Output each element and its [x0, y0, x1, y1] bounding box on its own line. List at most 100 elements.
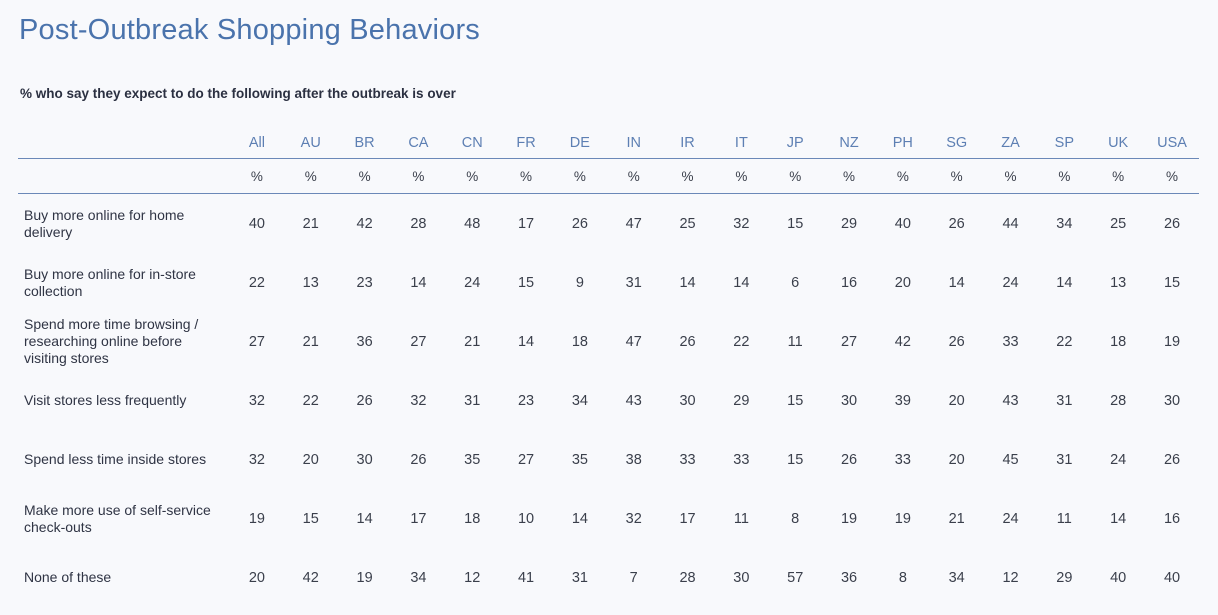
value-cell-sp: 22 [1056, 333, 1073, 350]
value-cell-au: 20 [302, 451, 319, 468]
row-label: None of these [24, 569, 112, 585]
value-cell-br: 36 [356, 333, 373, 350]
table-row: Visit stores less frequently 32 22 26 32 31 23… [18, 371, 1199, 430]
value-cell-it: 11 [733, 510, 749, 527]
value-cell-de: 9 [575, 274, 584, 291]
value-cell-cn: 18 [464, 510, 481, 527]
row-label-cell: Make more use of self-service check-outs [18, 489, 230, 548]
row-label: Buy more online for in-store collection [24, 265, 196, 299]
column-header-ph: PH [875, 128, 930, 159]
unit-label: % [1091, 158, 1146, 194]
column-header-in: IN [606, 128, 661, 159]
value-cell-fr: 10 [517, 510, 535, 527]
value-cell-br: 42 [356, 215, 373, 232]
column-header-cn: CN [445, 128, 500, 159]
row-label-cell: Buy more online for in-store collection [18, 253, 230, 312]
column-header-ir: IR [660, 128, 715, 159]
value-cell-ir: 17 [679, 510, 696, 527]
column-header-br: BR [337, 128, 392, 159]
value-cell-au: 21 [302, 333, 319, 350]
value-cell-in: 38 [625, 451, 642, 468]
value-cell-uk: 13 [1110, 274, 1127, 291]
value-cell-nz: 30 [840, 392, 858, 409]
column-header-usa: USA [1145, 128, 1199, 159]
column-header-ca: CA [391, 128, 446, 159]
unit-label: % [1145, 158, 1199, 194]
value-cell-fr: 23 [517, 392, 535, 409]
value-cell-uk: 28 [1110, 392, 1127, 409]
value-cell-br: 19 [356, 569, 373, 586]
value-cell-ca: 34 [410, 569, 427, 586]
value-cell-uk: 24 [1110, 451, 1127, 468]
value-cell-sp: 11 [1056, 510, 1072, 527]
value-cell-jp: 15 [787, 392, 804, 409]
value-cell-all: 19 [248, 510, 265, 527]
value-cell-ph: 40 [894, 215, 911, 232]
value-cell-jp: 11 [787, 333, 803, 350]
value-cell-sg: 20 [948, 451, 965, 468]
value-cell-de: 26 [571, 215, 588, 232]
value-cell-jp: 15 [787, 451, 804, 468]
value-cell-za: 45 [1002, 451, 1019, 468]
value-cell-all: 20 [248, 569, 265, 586]
column-header-row: All AU BR CA CN FR DE IN IR IT JP NZ PH SG ZA SP UK USA [18, 128, 1199, 159]
value-cell-za: 44 [1002, 215, 1019, 232]
value-cell-cn: 24 [464, 274, 481, 291]
value-cell-fr: 27 [517, 451, 535, 468]
value-cell-nz: 36 [840, 569, 858, 586]
value-cell-jp: 57 [787, 569, 804, 586]
value-cell-ca: 27 [410, 333, 427, 350]
value-cell-all: 32 [248, 451, 265, 468]
value-cell-in: 47 [625, 215, 642, 232]
value-cell-za: 24 [1002, 274, 1019, 291]
value-cell-fr: 14 [517, 333, 535, 350]
unit-blank-cell [18, 158, 230, 194]
value-cell-it: 29 [733, 392, 750, 409]
value-cell-fr: 15 [517, 274, 535, 291]
data-table-container: All AU BR CA CN FR DE IN IR IT JP NZ PH SG ZA SP UK USA %… [18, 128, 1199, 607]
value-cell-it: 30 [733, 569, 750, 586]
value-cell-all: 32 [248, 392, 265, 409]
value-cell-de: 18 [571, 333, 588, 350]
unit-label: % [822, 158, 876, 194]
value-cell-cn: 21 [464, 333, 481, 350]
row-label: Spend more time browsing / researching o… [24, 316, 199, 366]
column-header-de: DE [552, 128, 607, 159]
value-cell-au: 42 [302, 569, 319, 586]
value-cell-ph: 39 [894, 392, 911, 409]
value-cell-it: 14 [733, 274, 750, 291]
column-header-all: All [230, 128, 284, 159]
unit-label: % [391, 158, 446, 194]
value-cell-au: 15 [302, 510, 319, 527]
header-blank-cell [18, 128, 230, 159]
column-header-uk: UK [1091, 128, 1146, 159]
value-cell-sp: 31 [1056, 392, 1073, 409]
row-label-cell: Spend more time browsing / researching o… [18, 312, 230, 371]
value-cell-ph: 19 [894, 510, 911, 527]
value-cell-uk: 14 [1110, 510, 1127, 527]
value-cell-za: 33 [1002, 333, 1019, 350]
value-cell-ph: 8 [898, 569, 907, 586]
unit-label: % [983, 158, 1038, 194]
column-header-au: AU [283, 128, 338, 159]
unit-label: % [337, 158, 392, 194]
value-cell-sg: 21 [948, 510, 965, 527]
value-cell-ir: 30 [679, 392, 696, 409]
unit-label: % [552, 158, 607, 194]
value-cell-jp: 6 [791, 274, 800, 291]
column-header-za: ZA [983, 128, 1038, 159]
table-row: Buy more online for home delivery 40 21 42 2… [18, 194, 1199, 254]
unit-label: % [875, 158, 930, 194]
table-body: Buy more online for home delivery 40 21 42 2… [18, 194, 1199, 608]
value-cell-nz: 16 [840, 274, 858, 291]
value-cell-sg: 34 [948, 569, 965, 586]
unit-label: % [929, 158, 984, 194]
value-cell-ph: 42 [894, 333, 911, 350]
value-cell-fr: 41 [517, 569, 535, 586]
value-cell-sp: 29 [1056, 569, 1073, 586]
value-cell-de: 35 [571, 451, 588, 468]
value-cell-it: 22 [733, 333, 750, 350]
value-cell-ir: 28 [679, 569, 696, 586]
value-cell-jp: 15 [787, 215, 804, 232]
value-cell-de: 31 [571, 569, 588, 586]
